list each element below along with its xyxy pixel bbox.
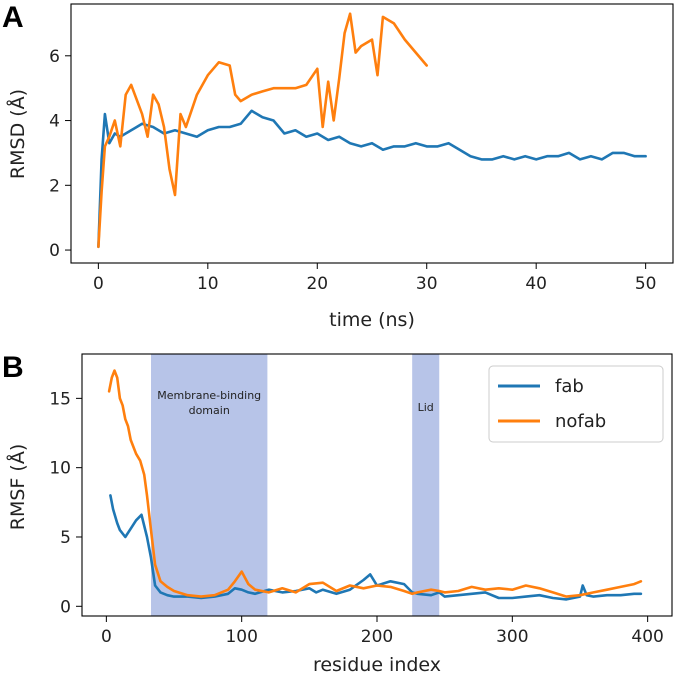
series-line-nofab xyxy=(107,369,643,598)
y-tick-label: 6 xyxy=(49,47,60,67)
rmsd-plot: A 0 10 20 30 40 50 0 2 4 6 time (ns) RMSD (Å) xyxy=(2,1,674,331)
legend-label-nofab: nofab xyxy=(555,411,606,432)
y-tick-label: 10 xyxy=(49,459,71,479)
y-tick-label: 15 xyxy=(49,389,71,409)
y-tick-label: 0 xyxy=(49,241,60,261)
x-tick-label: 30 xyxy=(416,274,438,294)
series-lines xyxy=(107,369,643,601)
plot-frame xyxy=(70,3,674,264)
region-membrane-binding-domain xyxy=(151,354,268,616)
y-tick-label: 0 xyxy=(60,597,71,617)
x-tick-label: 200 xyxy=(361,627,393,647)
x-tick-label: 0 xyxy=(93,274,104,294)
x-tick-label: 0 xyxy=(101,627,112,647)
legend-label-fab: fab xyxy=(555,376,584,397)
series-lines xyxy=(97,12,647,249)
panel-label-a: A xyxy=(2,1,24,34)
x-axis-ticks: 0 10 20 30 40 50 xyxy=(93,263,657,294)
highlight-regions: Membrane-binding domain Lid xyxy=(151,354,440,616)
x-axis-label: residue index xyxy=(313,654,441,676)
y-tick-label: 2 xyxy=(49,176,60,196)
x-tick-label: 300 xyxy=(496,627,528,647)
x-tick-label: 40 xyxy=(525,274,547,294)
x-tick-label: 50 xyxy=(635,274,657,294)
x-tick-label: 20 xyxy=(306,274,328,294)
region-label-line2: domain xyxy=(189,404,230,417)
x-tick-label: 100 xyxy=(225,627,257,647)
y-tick-label: 5 xyxy=(60,528,71,548)
region-lid xyxy=(412,354,440,616)
y-axis-ticks: 0 5 10 15 xyxy=(49,389,82,617)
series-line-nofab xyxy=(97,12,429,249)
x-axis-ticks: 0 100 200 300 400 xyxy=(101,616,664,647)
region-label-line1: Membrane-binding xyxy=(157,389,261,402)
x-tick-label: 10 xyxy=(197,274,219,294)
y-tick-label: 4 xyxy=(49,112,60,132)
y-axis-label: RMSF (Å) xyxy=(6,444,29,530)
y-axis-label: RMSD (Å) xyxy=(6,89,29,179)
x-tick-label: 400 xyxy=(631,627,663,647)
legend: fab nofab xyxy=(488,365,664,443)
panel-label-b: B xyxy=(2,351,24,384)
region-label: Lid xyxy=(418,401,434,414)
series-line-fab xyxy=(97,109,647,249)
series-line-fab xyxy=(109,494,643,601)
x-axis-label: time (ns) xyxy=(329,309,415,331)
y-axis-ticks: 0 2 4 6 xyxy=(49,47,71,261)
